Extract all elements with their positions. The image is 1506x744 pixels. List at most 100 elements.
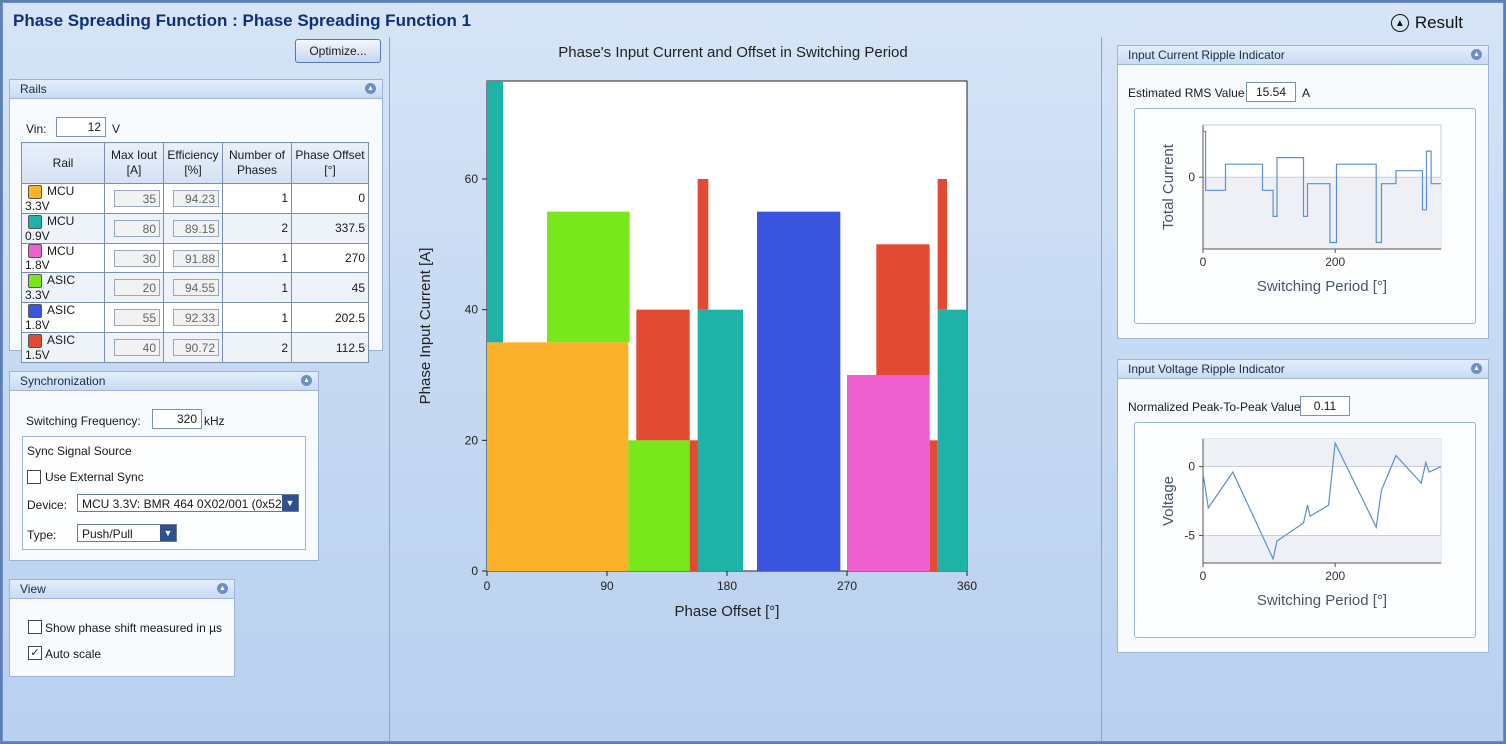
result-toggle-button[interactable]: ▲ Result <box>1390 13 1463 33</box>
bar-asic-1-5v <box>689 440 699 571</box>
external-sync-checkbox[interactable] <box>27 470 41 484</box>
offset-cell[interactable]: 202.5 <box>291 302 369 334</box>
x-tick-label: 200 <box>1325 569 1345 583</box>
efficiency-cell[interactable]: 90.72 <box>163 332 223 363</box>
phases-cell[interactable]: 1 <box>222 272 292 304</box>
freq-input[interactable]: 320 <box>152 409 202 429</box>
rms-label: Estimated RMS Value <box>1128 86 1245 100</box>
phases-cell[interactable]: 2 <box>222 212 292 244</box>
collapse-icon[interactable]: ▲ <box>1471 49 1482 60</box>
max-iout-value[interactable]: 80 <box>114 219 160 237</box>
auto-scale-label: Auto scale <box>45 647 102 661</box>
y-tick-label: 0 <box>471 564 478 578</box>
efficiency-value[interactable]: 89.15 <box>173 219 219 237</box>
y-tick-label: 40 <box>465 303 479 317</box>
phases-cell[interactable]: 2 <box>222 332 292 363</box>
voltage-ripple-header[interactable]: Input Voltage Ripple Indicator ▲ <box>1118 360 1488 379</box>
rails-panel-header[interactable]: Rails ▲ <box>10 80 382 99</box>
chart-title: Phase's Input Current and Offset in Swit… <box>558 44 907 61</box>
table-row[interactable]: ASIC 3.3V 20 94.55 1 45 <box>21 272 369 304</box>
bar-mcu-0-9v <box>487 81 503 343</box>
max-iout-value[interactable]: 20 <box>114 279 160 297</box>
max-iout-cell[interactable]: 30 <box>104 242 164 274</box>
max-iout-value[interactable]: 30 <box>114 249 160 267</box>
offset-cell[interactable]: 45 <box>291 272 369 304</box>
collapse-icon[interactable]: ▲ <box>301 375 312 386</box>
rms-unit: A <box>1302 86 1311 100</box>
offset-cell[interactable]: 112.5 <box>291 332 369 363</box>
bar-mcu-3-3v <box>487 342 629 571</box>
bar-asic-3-3v <box>628 440 690 571</box>
efficiency-value[interactable]: 94.23 <box>173 189 219 207</box>
efficiency-value[interactable]: 92.33 <box>173 309 219 327</box>
efficiency-cell[interactable]: 94.55 <box>163 272 223 304</box>
divider <box>389 37 390 741</box>
x-axis-label: Switching Period [°] <box>1257 278 1387 295</box>
rail-name: MCU 3.3V <box>25 184 75 213</box>
bar-asic-1-5v <box>929 440 938 571</box>
rail-color-swatch <box>28 304 42 319</box>
chevron-down-icon: ▼ <box>160 525 176 541</box>
efficiency-value[interactable]: 90.72 <box>173 339 219 357</box>
x-tick-label: 270 <box>837 579 857 593</box>
p2p-label: Normalized Peak-To-Peak Value <box>1128 400 1301 414</box>
offset-cell[interactable]: 337.5 <box>291 212 369 244</box>
sync-panel-header[interactable]: Synchronization ▲ <box>10 372 318 391</box>
max-iout-cell[interactable]: 80 <box>104 212 164 244</box>
table-row[interactable]: ASIC 1.8V 55 92.33 1 202.5 <box>21 302 369 334</box>
view-panel-header[interactable]: View ▲ <box>10 580 234 599</box>
chevron-down-icon: ▼ <box>282 495 298 511</box>
efficiency-cell[interactable]: 91.88 <box>163 242 223 274</box>
device-select[interactable]: MCU 3.3V: BMR 464 0X02/001 (0x52) ▼ <box>77 494 299 512</box>
result-label: Result <box>1414 13 1463 32</box>
collapse-icon[interactable]: ▲ <box>217 583 228 594</box>
offset-cell[interactable]: 270 <box>291 242 369 274</box>
max-iout-value[interactable]: 55 <box>114 309 160 327</box>
freq-unit: kHz <box>204 414 225 428</box>
x-axis-label: Phase Offset [°] <box>675 603 780 620</box>
type-value: Push/Pull <box>82 527 133 541</box>
offset-cell[interactable]: 0 <box>291 183 369 214</box>
col-rail: Rail <box>21 142 105 184</box>
max-iout-value[interactable]: 40 <box>114 339 160 357</box>
col-max-iout: Max Iout [A] <box>104 142 164 184</box>
efficiency-cell[interactable]: 89.15 <box>163 212 223 244</box>
rail-cell: ASIC 1.8V <box>21 302 105 334</box>
phases-cell[interactable]: 1 <box>222 183 292 214</box>
series-line <box>1203 130 1441 244</box>
rms-value: 15.54 <box>1246 82 1296 102</box>
auto-scale-checkbox[interactable]: ✓ <box>28 646 42 660</box>
rails-panel: Rails ▲ Vin: 12 V Rail Max Iout [A] Effi… <box>9 79 383 363</box>
view-title: View <box>20 582 46 596</box>
current-ripple-chart-box: 0 0 200 Switching Period [°] Total Current <box>1134 108 1476 324</box>
table-row[interactable]: MCU 0.9V 80 89.15 2 337.5 <box>21 212 369 244</box>
max-iout-cell[interactable]: 35 <box>104 183 164 214</box>
efficiency-cell[interactable]: 94.23 <box>163 183 223 214</box>
type-label: Type: <box>27 528 57 542</box>
vin-label: Vin: <box>26 122 47 136</box>
efficiency-value[interactable]: 91.88 <box>173 249 219 267</box>
max-iout-cell[interactable]: 55 <box>104 302 164 334</box>
current-ripple-header[interactable]: Input Current Ripple Indicator ▲ <box>1118 46 1488 65</box>
view-panel: View ▲ Show phase shift measured in µs ✓… <box>9 579 235 677</box>
table-row[interactable]: MCU 3.3V 35 94.23 1 0 <box>21 183 369 214</box>
max-iout-cell[interactable]: 40 <box>104 332 164 363</box>
phases-cell[interactable]: 1 <box>222 242 292 274</box>
vin-input[interactable]: 12 <box>56 117 106 137</box>
collapse-icon[interactable]: ▲ <box>365 83 376 94</box>
type-select[interactable]: Push/Pull ▼ <box>77 524 177 542</box>
current-ripple-panel: Input Current Ripple Indicator ▲ Estimat… <box>1117 45 1489 339</box>
table-row[interactable]: ASIC 1.5V 40 90.72 2 112.5 <box>21 332 369 363</box>
rail-name: ASIC 1.5V <box>25 333 76 362</box>
optimize-button[interactable]: Optimize... <box>295 39 381 63</box>
sync-title: Synchronization <box>20 374 106 388</box>
collapse-icon[interactable]: ▲ <box>1471 363 1482 374</box>
max-iout-cell[interactable]: 20 <box>104 272 164 304</box>
max-iout-value[interactable]: 35 <box>114 189 160 207</box>
efficiency-cell[interactable]: 92.33 <box>163 302 223 334</box>
efficiency-value[interactable]: 94.55 <box>173 279 219 297</box>
phases-cell[interactable]: 1 <box>222 302 292 334</box>
show-us-checkbox[interactable] <box>28 620 42 634</box>
table-row[interactable]: MCU 1.8V 30 91.88 1 270 <box>21 242 369 274</box>
